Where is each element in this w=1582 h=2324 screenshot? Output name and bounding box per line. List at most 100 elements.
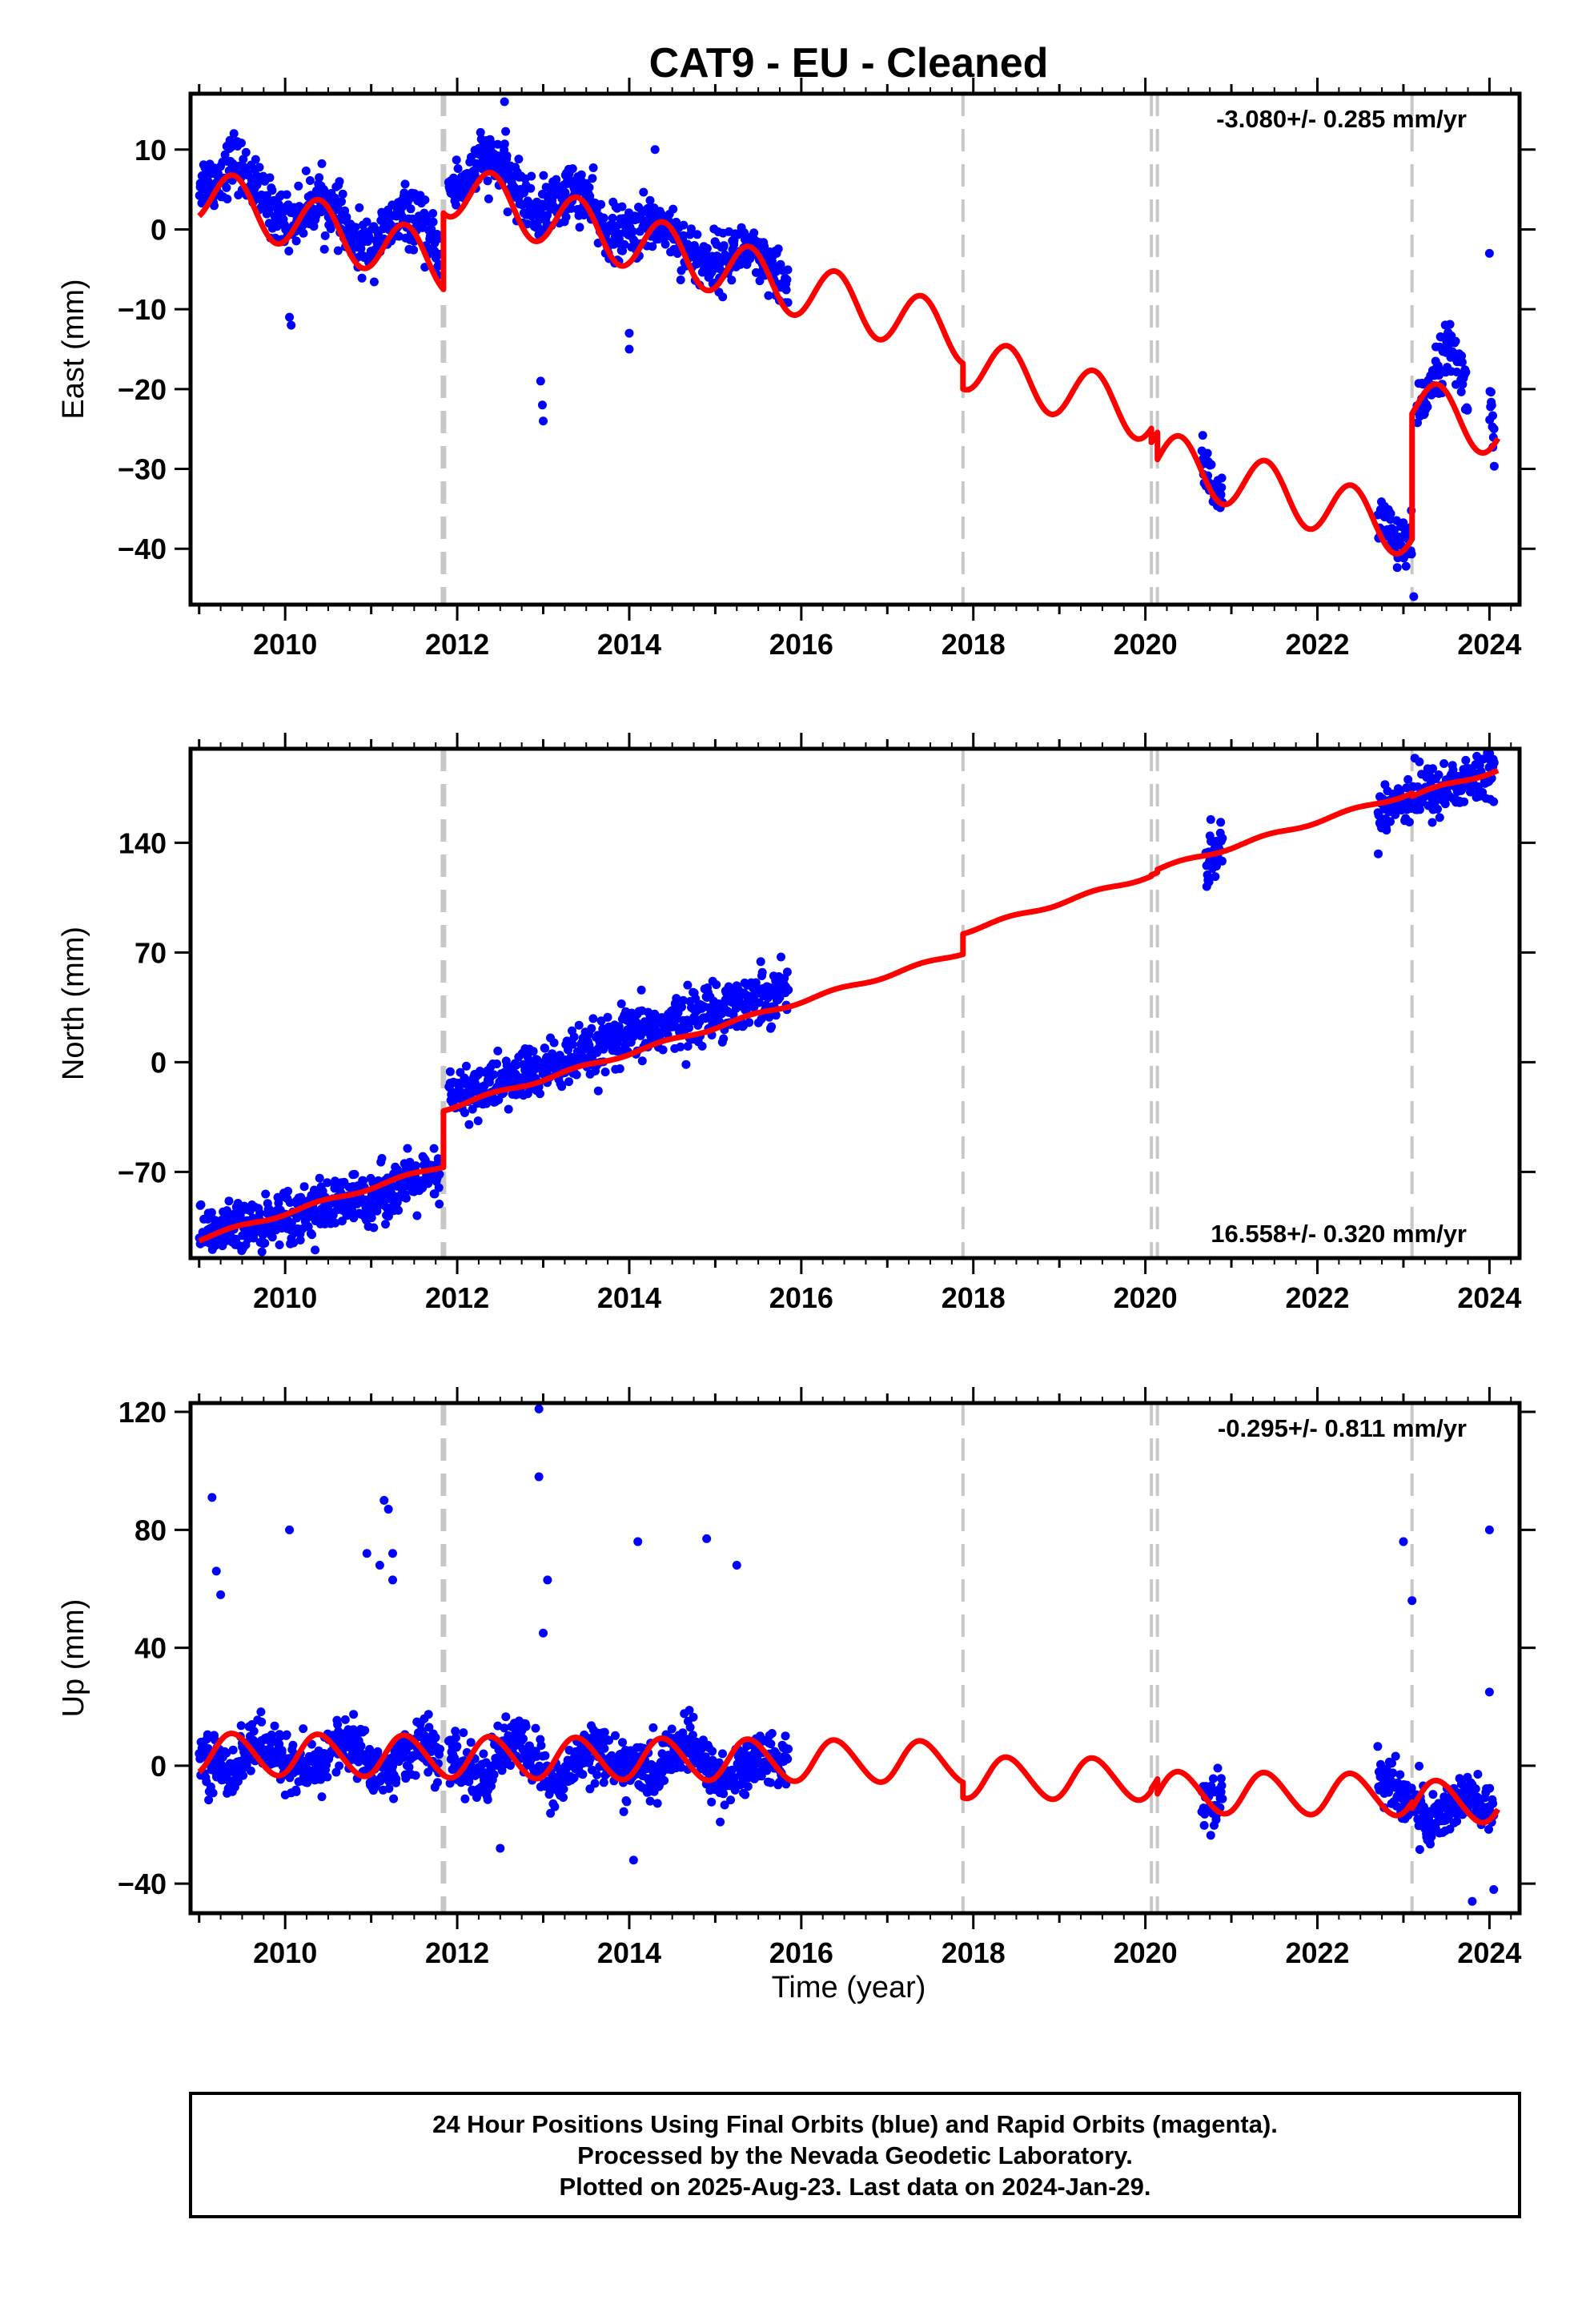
x-tick-label: 2020 [1114, 1936, 1178, 1969]
y-tick-label: −70 [118, 1156, 167, 1188]
data-point [588, 1014, 598, 1023]
data-point [1461, 368, 1471, 377]
data-point [356, 1741, 366, 1751]
data-point [1208, 1774, 1218, 1783]
data-point [718, 292, 728, 302]
data-point [743, 1782, 753, 1791]
data-point [600, 1727, 609, 1737]
data-point [1435, 813, 1444, 822]
x-axis-ticks: 2010 2012 2014 2016 2018 2020 2022 2024 [198, 1387, 1521, 1969]
data-point [712, 980, 721, 990]
data-point [566, 203, 576, 213]
data-point [1427, 818, 1437, 827]
y-tick-label: 0 [151, 1046, 167, 1079]
x-tick-label: 2018 [942, 1281, 1006, 1314]
data-point [389, 1794, 399, 1803]
data-point [462, 1061, 471, 1071]
data-point [568, 1039, 577, 1049]
data-point [400, 179, 410, 189]
data-point [1218, 834, 1227, 843]
x-tick-label: 2024 [1457, 628, 1521, 661]
data-point [274, 199, 283, 209]
data-point [369, 277, 379, 287]
data-point [781, 285, 791, 295]
x-tick-label: 2018 [942, 628, 1006, 661]
outlier-point [285, 312, 295, 322]
y-tick-label: −20 [118, 373, 167, 406]
data-point [782, 967, 792, 977]
data-point [782, 275, 792, 284]
data-point [500, 139, 509, 149]
rate-label: -0.295+/- 0.811 mm/yr [1218, 1414, 1467, 1442]
data-point [249, 1727, 259, 1736]
data-point [369, 1223, 379, 1232]
data-point [611, 1731, 620, 1740]
data-point [295, 1236, 305, 1244]
x-axis-label: Time (year) [772, 1971, 926, 2004]
data-point [587, 1023, 596, 1033]
outlier-point [539, 416, 548, 426]
data-point [1198, 431, 1207, 440]
data-point [536, 1741, 546, 1751]
data-point [241, 147, 251, 157]
data-point [620, 239, 629, 249]
data-point [689, 1712, 698, 1722]
data-point [514, 155, 524, 164]
data-point [1211, 872, 1220, 882]
data-point [1382, 826, 1391, 835]
x-tick-label: 2012 [425, 1281, 489, 1314]
data-point [1461, 755, 1471, 765]
data-point [719, 1034, 729, 1043]
data-point [576, 170, 586, 179]
data-point [1217, 1781, 1227, 1791]
data-point [436, 1744, 445, 1754]
data-point [282, 190, 291, 199]
data-point [196, 1200, 206, 1209]
x-tick-label: 2024 [1457, 1281, 1521, 1314]
data-point [207, 1208, 216, 1217]
outlier-points [207, 1404, 1499, 1906]
data-point [251, 155, 260, 164]
outlier-point [1489, 1885, 1499, 1895]
data-point [340, 1715, 350, 1724]
data-point [452, 200, 461, 210]
outlier-point [383, 1505, 393, 1514]
data-point [676, 1042, 685, 1051]
data-point [394, 231, 404, 241]
panel-east: 2010 2012 2014 2016 2018 2020 2022 2024 10 0 −10 −2… [57, 78, 1536, 661]
outlier-point [536, 376, 545, 386]
data-point [1206, 814, 1215, 824]
data-point [636, 985, 646, 995]
data-point [592, 1770, 602, 1779]
data-point [275, 1240, 284, 1249]
data-point [693, 230, 702, 239]
data-point [501, 1712, 511, 1722]
outlier-point [624, 344, 634, 354]
data-point [726, 1795, 736, 1805]
data-point [1486, 388, 1496, 397]
data-point [406, 204, 416, 214]
data-point [539, 171, 548, 180]
data-point [568, 164, 577, 174]
data-point [208, 1788, 218, 1798]
data-point [409, 245, 419, 255]
data-point [1433, 804, 1442, 814]
panel-frame [188, 91, 1522, 607]
data-point [1489, 461, 1499, 471]
data-point [338, 189, 347, 199]
data-point [428, 209, 438, 218]
outlier-point [1468, 1896, 1477, 1906]
y-tick-label: 0 [151, 1750, 167, 1783]
data-point [550, 1802, 560, 1811]
data-segment-1 [195, 1707, 445, 1805]
data-point [719, 1789, 729, 1799]
data-point [311, 1245, 320, 1255]
data-point [315, 1173, 324, 1183]
outlier-point [1407, 1596, 1417, 1606]
data-point [745, 1018, 754, 1027]
data-point [484, 194, 493, 203]
y-axis-ticks: 140 70 0 −70 [118, 826, 1536, 1188]
data-point [464, 1120, 474, 1129]
outlier-point [1484, 1525, 1494, 1534]
